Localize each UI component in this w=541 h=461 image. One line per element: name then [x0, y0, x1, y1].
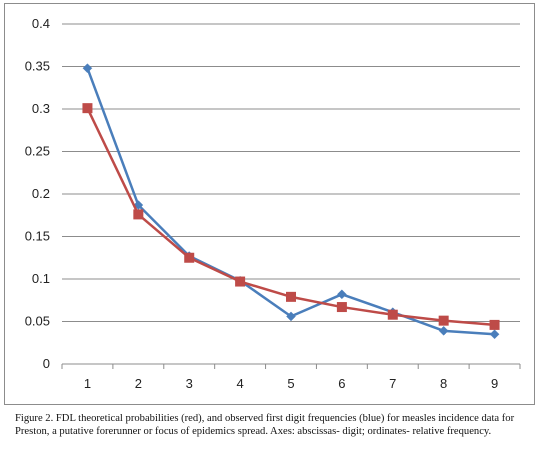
- x-tick-label: 8: [440, 376, 447, 391]
- series-1-point: [82, 63, 93, 74]
- y-tick-label: 0.25: [25, 144, 50, 159]
- y-tick-label: 0.35: [25, 59, 50, 74]
- x-tick-label: 9: [491, 376, 498, 391]
- series-2-point: [286, 291, 296, 302]
- x-tick-label: 1: [84, 376, 91, 391]
- series-2-point: [133, 209, 144, 220]
- chart-frame: [4, 3, 535, 405]
- y-tick-label: 0.2: [32, 186, 50, 201]
- line-chart: 0 0.05 0.1 0.15 0.2 0.25 0.3 0.35 0.4 1 2 3 4 5 6 7 8 9: [25, 16, 521, 391]
- series-1-point: [337, 289, 347, 300]
- y-tick-label: 0.3: [32, 101, 50, 116]
- x-tick-label: 7: [389, 376, 396, 391]
- series-2-point: [82, 103, 93, 114]
- x-tick-label: 4: [236, 376, 243, 391]
- figure-caption: Figure 2. FDL theoretical probabilities …: [15, 413, 515, 437]
- series-1-point: [489, 329, 500, 340]
- y-tick-label: 0.05: [25, 314, 50, 329]
- x-tick-label: 6: [338, 376, 345, 391]
- y-tick-label: 0.4: [32, 16, 50, 31]
- series-2-point: [489, 319, 500, 330]
- series-1-point: [438, 325, 449, 336]
- series-2-point: [387, 309, 398, 320]
- series-2-point: [235, 276, 246, 287]
- y-tick-label: 0.15: [25, 229, 50, 244]
- x-tick-label: 2: [135, 376, 142, 391]
- series-2-point: [438, 315, 449, 326]
- series-1-point: [286, 311, 296, 322]
- y-tick-label: 0: [43, 356, 50, 371]
- series-2-point: [184, 252, 195, 263]
- series-2-point: [336, 302, 347, 313]
- x-tick-label: 3: [186, 376, 193, 391]
- x-tick-label: 5: [287, 376, 294, 391]
- y-tick-label: 0.1: [32, 271, 50, 286]
